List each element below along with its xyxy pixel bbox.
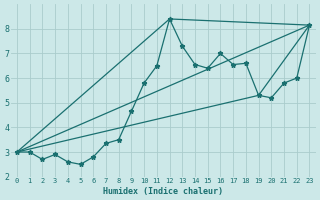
X-axis label: Humidex (Indice chaleur): Humidex (Indice chaleur): [103, 187, 223, 196]
